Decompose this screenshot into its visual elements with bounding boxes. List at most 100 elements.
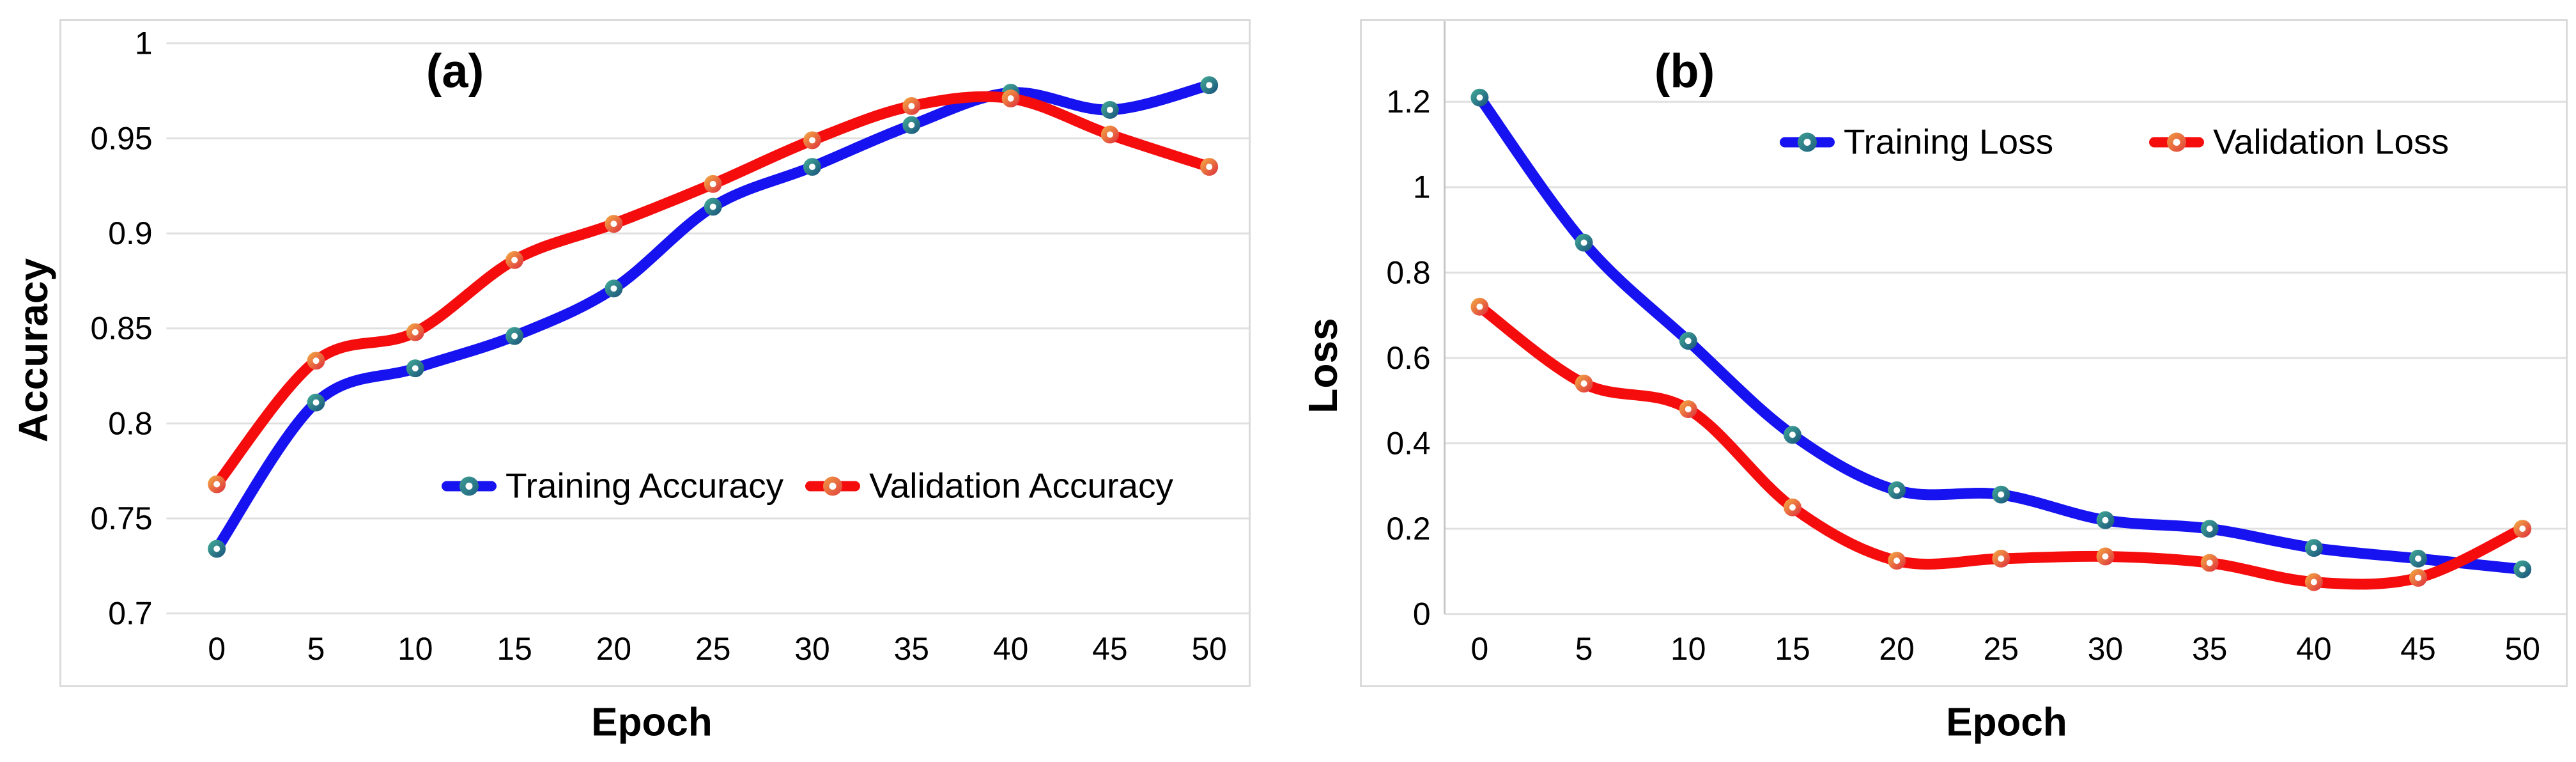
svg-text:1: 1 [1413, 169, 1431, 205]
accuracy-x-axis-title: Epoch [591, 700, 713, 745]
loss-chart-frame: 1.2 1 0.8 0.6 0.4 0.2 0 0 5 10 15 20 25 30 35 40 45 50 (b… [1360, 19, 2568, 687]
data-point [605, 215, 623, 233]
y-tick-labels: 1 0.95 0.9 0.85 0.8 0.75 0.7 [91, 26, 153, 632]
svg-text:20: 20 [1879, 631, 1914, 667]
data-point [1992, 485, 2010, 504]
accuracy-plot-svg: 1 0.95 0.9 0.85 0.8 0.75 0.7 0 5 10 15 20 25 30 35 40 45… [91, 26, 1249, 667]
svg-text:20: 20 [596, 631, 631, 667]
data-point [1992, 549, 2010, 568]
data-point [2513, 520, 2532, 538]
svg-text:50: 50 [2505, 631, 2540, 667]
data-point [1575, 375, 1593, 393]
training-loss-line [1474, 92, 2528, 575]
svg-text:1.2: 1.2 [1386, 84, 1430, 120]
svg-text:15: 15 [497, 631, 532, 667]
data-point [1783, 426, 1801, 444]
data-point [902, 97, 921, 115]
svg-text:0: 0 [1471, 631, 1489, 667]
training-accuracy-line [211, 79, 1215, 554]
validation-accuracy-legend-marker-icon [805, 476, 861, 495]
loss-x-axis-title: Epoch [1946, 700, 2067, 745]
svg-text:0.6: 0.6 [1386, 340, 1430, 376]
legend-label: Training Loss [1844, 121, 2054, 162]
data-point [1888, 481, 1906, 499]
svg-text:40: 40 [2296, 631, 2331, 667]
svg-text:10: 10 [1670, 631, 1706, 667]
svg-text:25: 25 [695, 631, 730, 667]
loss-plot-svg: 1.2 1 0.8 0.6 0.4 0.2 0 0 5 10 15 20 25 30 35 40 45 50 [1386, 21, 2566, 667]
data-point [1470, 297, 1489, 316]
svg-text:0.7: 0.7 [108, 596, 152, 632]
loss-panel-label: (b) [1654, 44, 1715, 98]
svg-text:35: 35 [2192, 631, 2227, 667]
svg-text:45: 45 [2400, 631, 2435, 667]
loss-legend: Training Loss Validation Loss [1780, 121, 2449, 162]
gridlines [1444, 100, 2566, 616]
data-point [902, 116, 921, 134]
legend-item-validation-loss: Validation Loss [2149, 121, 2449, 162]
legend-label: Validation Accuracy [869, 465, 1173, 506]
data-point [1575, 233, 1593, 252]
training-loss-legend-marker-icon [1780, 132, 1835, 152]
data-point [1679, 400, 1697, 419]
svg-text:0.95: 0.95 [91, 120, 153, 156]
data-point [505, 251, 524, 269]
svg-text:30: 30 [794, 631, 829, 667]
data-point [704, 198, 722, 216]
legend-item-training-loss: Training Loss [1780, 121, 2054, 162]
x-tick-labels: 0 5 10 15 20 25 30 35 40 45 50 [208, 631, 1227, 667]
svg-text:0: 0 [1413, 596, 1431, 632]
svg-text:0.75: 0.75 [91, 501, 153, 536]
svg-text:5: 5 [307, 631, 325, 667]
data-point [1200, 76, 1219, 95]
data-point [1470, 88, 1489, 107]
legend-label: Validation Loss [2213, 121, 2449, 162]
data-point [2096, 511, 2115, 529]
data-point [1888, 552, 1906, 570]
svg-text:0.2: 0.2 [1386, 511, 1430, 547]
accuracy-chart-frame: 1 0.95 0.9 0.85 0.8 0.75 0.7 0 5 10 15 20 25 30 35 40 45… [59, 19, 1251, 687]
gridlines [166, 42, 1249, 615]
validation-loss-markers [1470, 297, 2532, 591]
svg-text:0.4: 0.4 [1386, 425, 1430, 461]
validation-accuracy-markers [208, 89, 1219, 494]
data-point [803, 158, 821, 176]
data-point [2409, 568, 2427, 587]
data-point [2200, 520, 2219, 538]
y-tick-labels: 1.2 1 0.8 0.6 0.4 0.2 0 [1386, 84, 1430, 632]
data-point [307, 352, 325, 370]
validation-accuracy-line [211, 91, 1215, 490]
legend-item-training-accuracy: Training Accuracy [442, 465, 784, 506]
svg-text:25: 25 [1984, 631, 2019, 667]
data-point [803, 131, 821, 150]
svg-text:45: 45 [1092, 631, 1127, 667]
data-point [1100, 100, 1119, 119]
data-point [2096, 547, 2115, 566]
data-point [1001, 89, 1020, 107]
data-point [1200, 158, 1219, 176]
svg-text:0.9: 0.9 [108, 215, 152, 251]
validation-loss-line [1474, 301, 2528, 590]
data-point [406, 359, 424, 378]
training-accuracy-markers [208, 76, 1219, 558]
data-point [1783, 498, 1801, 517]
legend-label: Training Accuracy [505, 465, 784, 506]
data-point [1100, 125, 1119, 144]
svg-text:15: 15 [1775, 631, 1810, 667]
accuracy-panel-label: (a) [426, 44, 484, 98]
svg-text:10: 10 [397, 631, 433, 667]
validation-loss-legend-marker-icon [2149, 132, 2205, 152]
data-point [605, 279, 623, 298]
training-accuracy-legend-marker-icon [442, 476, 497, 495]
svg-text:30: 30 [2088, 631, 2123, 667]
data-point [2409, 549, 2427, 568]
data-point [406, 323, 424, 341]
data-point [208, 540, 226, 558]
training-loss-markers [1470, 88, 2532, 579]
svg-text:0.8: 0.8 [108, 405, 152, 441]
data-point [2304, 573, 2323, 591]
data-point [2304, 539, 2323, 557]
svg-text:50: 50 [1191, 631, 1226, 667]
svg-text:35: 35 [894, 631, 929, 667]
